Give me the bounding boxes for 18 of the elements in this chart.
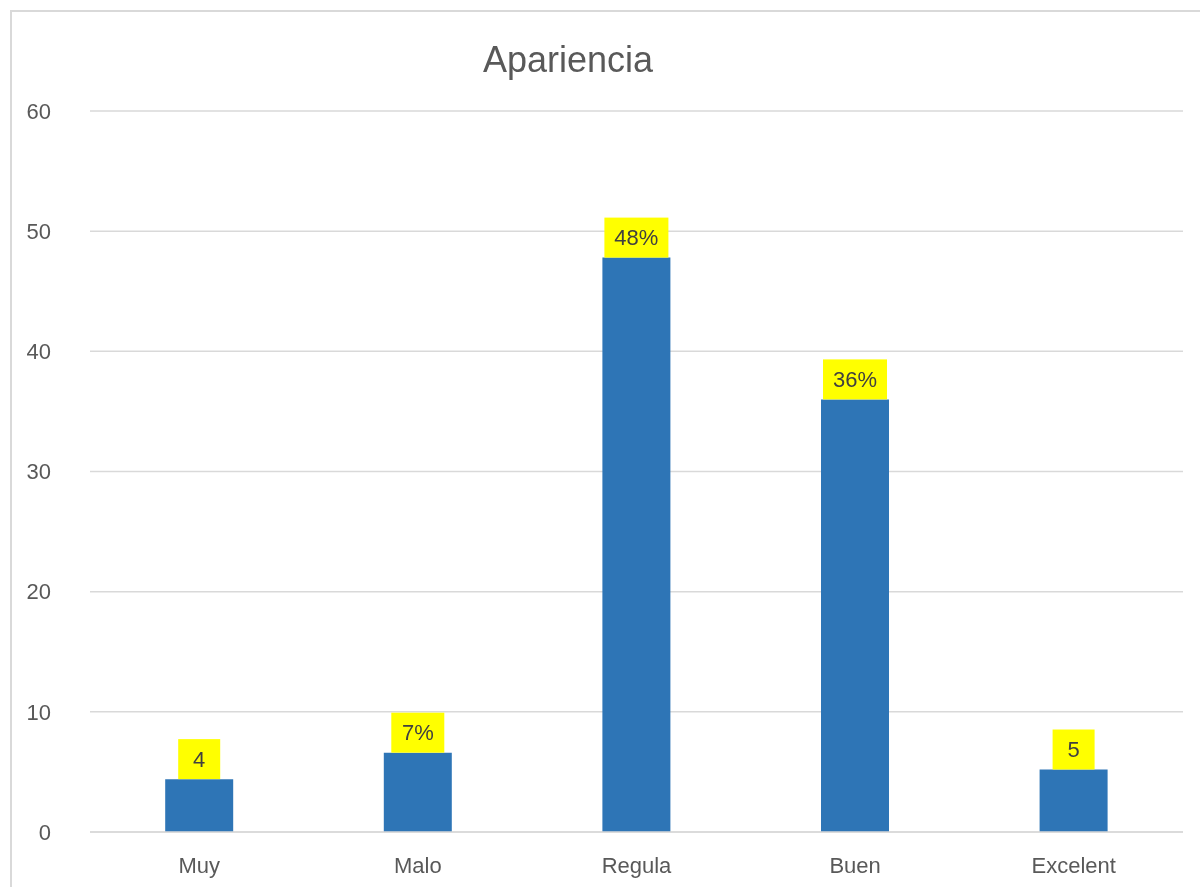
y-tick-label: 60 xyxy=(26,98,51,124)
x-tick-label: Excelent xyxy=(1031,852,1116,878)
x-tick-label: Muy xyxy=(178,852,221,878)
y-tick-label: 50 xyxy=(26,218,51,244)
data-label: 5 xyxy=(1067,737,1080,763)
data-label: 4 xyxy=(193,746,206,772)
x-tick-label: Regula xyxy=(601,852,673,878)
x-tick-label: Buen xyxy=(829,852,881,878)
y-tick-label: 40 xyxy=(26,339,51,365)
chart-title: Apariencia xyxy=(481,39,655,80)
y-tick-label: 0 xyxy=(38,819,51,845)
data-label: 7% xyxy=(401,720,434,746)
y-tick-label: 20 xyxy=(26,579,51,605)
x-tick-label: Malo xyxy=(394,852,442,878)
data-label: 36% xyxy=(832,367,878,393)
y-tick-label: 10 xyxy=(26,699,51,725)
y-tick-label: 30 xyxy=(26,459,51,485)
data-label: 48% xyxy=(614,225,659,251)
